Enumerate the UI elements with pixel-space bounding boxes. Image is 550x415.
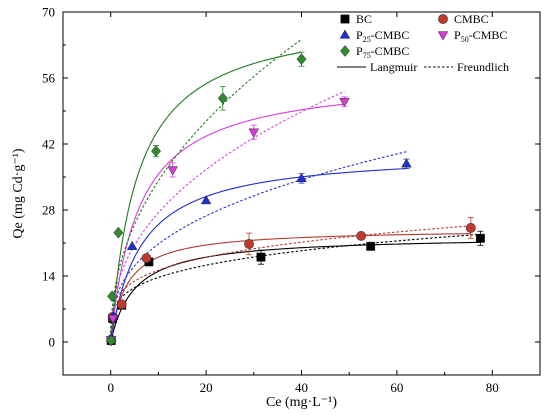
- legend-marker: [340, 45, 350, 57]
- data-point: [167, 166, 178, 176]
- data-point: [217, 92, 228, 105]
- freundlich-curve: [110, 90, 345, 343]
- data-point: [356, 231, 367, 241]
- fit-curves: [110, 38, 481, 343]
- data-point: [116, 299, 127, 310]
- legend-label: P25-CMBC: [356, 28, 409, 44]
- y-tick-label: 70: [42, 5, 55, 20]
- legend-marker: [437, 31, 449, 41]
- y-tick-label: 0: [49, 335, 56, 350]
- data-point: [151, 145, 161, 157]
- y-axis-title: Qe (mg Cd·g⁻¹): [11, 148, 26, 238]
- y-tick-label: 56: [42, 71, 56, 86]
- data-point: [244, 239, 254, 249]
- legend-label: P50-CMBC: [454, 28, 507, 44]
- langmuir-curve: [110, 233, 471, 343]
- data-point: [107, 290, 118, 303]
- x-tick-label: 20: [200, 380, 213, 395]
- x-tick-label: 60: [390, 380, 403, 395]
- data-point: [200, 195, 212, 205]
- x-tick-label: 0: [107, 380, 114, 395]
- data-point: [401, 158, 412, 168]
- freundlich-curve: [110, 38, 302, 343]
- data-point: [296, 53, 307, 65]
- legend-label: CMBC: [454, 12, 489, 26]
- legend-marker: [339, 29, 351, 39]
- legend-marker: [340, 14, 350, 24]
- data-markers: [105, 51, 485, 347]
- freundlich-curve: [110, 225, 471, 343]
- data-point: [113, 226, 124, 239]
- data-point: [248, 128, 260, 138]
- x-tick-label: 40: [295, 380, 308, 395]
- legend-label: P75-CMBC: [356, 44, 409, 60]
- freundlich-curve: [110, 233, 481, 343]
- y-tick-label: 42: [42, 137, 55, 152]
- data-point: [475, 233, 485, 243]
- data-point: [126, 240, 138, 250]
- x-axis-title: Ce (mg·L⁻¹): [266, 395, 337, 410]
- data-point: [339, 97, 350, 108]
- y-tick-label: 28: [42, 203, 55, 218]
- data-point: [141, 253, 152, 263]
- langmuir-curve: [110, 168, 407, 343]
- freundlich-curve: [110, 151, 407, 343]
- y-tick-label: 14: [42, 269, 56, 284]
- data-point: [366, 241, 376, 251]
- data-point: [296, 172, 307, 183]
- data-point: [106, 334, 117, 347]
- legend-label: BC: [356, 12, 372, 26]
- data-point: [465, 223, 476, 233]
- data-point: [256, 252, 266, 262]
- langmuir-curve: [110, 51, 302, 343]
- data-point: [107, 314, 119, 324]
- legend-freundlich-label: Freundlich: [457, 60, 509, 74]
- langmuir-curve: [110, 241, 481, 343]
- langmuir-curve: [110, 103, 345, 343]
- x-tick-label: 80: [486, 380, 499, 395]
- axis-ticks: 0 20 40 60 80 0 14 28 42 56 70: [42, 5, 541, 395]
- legend-marker: [438, 14, 448, 24]
- legend-langmuir-label: Langmuir: [370, 60, 417, 74]
